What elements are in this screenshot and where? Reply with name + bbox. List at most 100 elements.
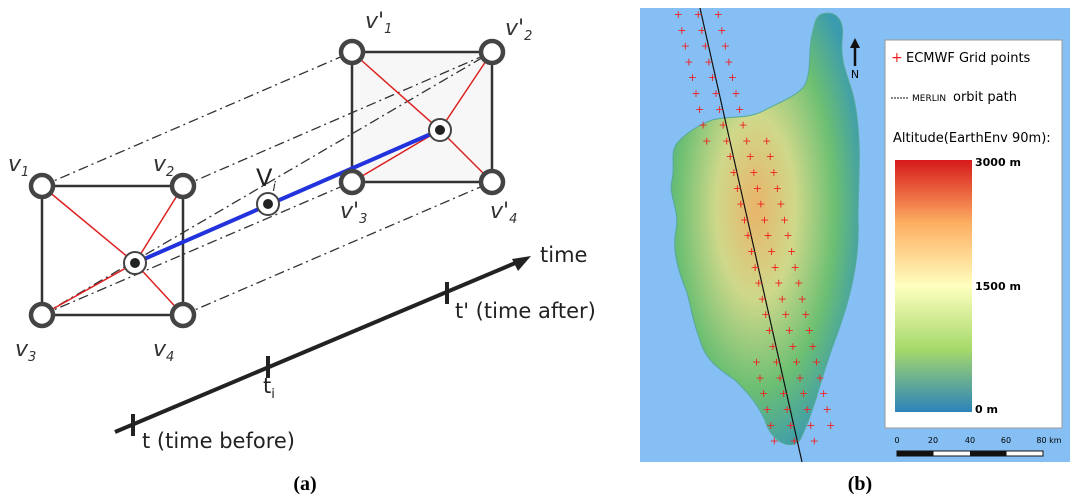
grid-point: + xyxy=(735,103,744,116)
grid-point: + xyxy=(754,277,763,290)
grid-point: + xyxy=(674,8,683,21)
grid-point: + xyxy=(787,245,796,258)
time-labels: time t' (time after) ti t (time before) xyxy=(142,243,596,453)
grid-point: + xyxy=(805,324,814,337)
grid-point: + xyxy=(766,150,775,163)
v1: v1 xyxy=(8,152,29,180)
grid-point: + xyxy=(729,166,738,179)
grid-point: + xyxy=(740,213,749,226)
legend-orbit-marker: MERLIN xyxy=(912,94,946,104)
north-label: N xyxy=(851,68,859,81)
grid-point: + xyxy=(790,435,799,448)
v2-prime: v'2 xyxy=(505,16,532,44)
v2: v2 xyxy=(153,152,174,180)
legend-grid-marker: + xyxy=(891,50,903,66)
grid-point: + xyxy=(688,71,697,84)
v4: v4 xyxy=(153,337,174,365)
grid-point: + xyxy=(798,292,807,305)
grid-point: + xyxy=(755,371,764,384)
ti-label: ti xyxy=(263,374,275,402)
grid-point: + xyxy=(715,103,724,116)
vi-label: Vi xyxy=(256,164,276,195)
grid-point: + xyxy=(801,308,810,321)
grid-point: + xyxy=(724,55,733,68)
grid-point: + xyxy=(765,324,774,337)
grid-point: + xyxy=(812,356,821,369)
colorbar-label: 0 m xyxy=(975,403,998,416)
time-arrow xyxy=(512,256,531,271)
grid-point: + xyxy=(739,119,748,132)
grid-point: + xyxy=(699,119,708,132)
grid-point: + xyxy=(778,292,787,305)
panel-a-caption: (a) xyxy=(293,473,316,495)
scale-bar xyxy=(897,451,1043,456)
grid-point: + xyxy=(783,403,792,416)
grid-point: + xyxy=(783,229,792,242)
colorbar-label: 3000 m xyxy=(975,156,1021,169)
legend-altitude-title: Altitude(EarthEnv 90m): xyxy=(893,131,1051,146)
colorbar xyxy=(895,160,972,412)
grid-point: + xyxy=(708,71,717,84)
grid-point: + xyxy=(684,55,693,68)
grid-point: + xyxy=(815,371,824,384)
scale-label: 60 xyxy=(1001,436,1011,445)
scale-label: 40 xyxy=(965,436,975,445)
grid-point: + xyxy=(763,403,772,416)
grid-point: + xyxy=(760,213,769,226)
grid-point: + xyxy=(736,198,745,211)
v4-prime: v'4 xyxy=(490,199,517,227)
grid-point: + xyxy=(823,403,832,416)
v3-prime: v'3 xyxy=(340,199,367,227)
scale-label: 0 xyxy=(894,436,899,445)
grid-point: + xyxy=(808,340,817,353)
grid-point: + xyxy=(749,166,758,179)
grid-point: + xyxy=(761,308,770,321)
grid-point: + xyxy=(799,387,808,400)
grid-point: + xyxy=(704,55,713,68)
grid-point: + xyxy=(726,150,735,163)
grid-point: + xyxy=(733,182,742,195)
grid-point: + xyxy=(794,277,803,290)
grid-point: + xyxy=(781,308,790,321)
grid-point: + xyxy=(803,403,812,416)
grid-point: + xyxy=(756,198,765,211)
panel-b-caption: (b) xyxy=(848,473,872,495)
grid-point: + xyxy=(780,213,789,226)
grid-point: + xyxy=(772,356,781,369)
v1-prime: v'1 xyxy=(365,9,392,37)
grid-point: + xyxy=(752,356,761,369)
grid-point: + xyxy=(791,261,800,274)
scale-label: 80 km xyxy=(1036,436,1061,445)
grid-point: + xyxy=(774,277,783,290)
time-axis xyxy=(115,261,520,432)
legend-grid-text: ECMWF Grid points xyxy=(906,51,1031,66)
scale-label: 20 xyxy=(928,436,938,445)
grid-point: + xyxy=(722,134,731,147)
grid-point: + xyxy=(731,87,740,100)
grid-point: + xyxy=(768,340,777,353)
grid-point: + xyxy=(747,245,756,258)
grid-point: + xyxy=(773,182,782,195)
grid-point: + xyxy=(702,134,711,147)
v3: v3 xyxy=(15,337,36,365)
figure: v1 v2 v3 v4 v'1 v'2 v'3 v'4 Vi time t' (… xyxy=(0,0,1083,499)
t-before-label: t (time before) xyxy=(142,429,295,453)
grid-point: + xyxy=(810,435,819,448)
grid-point: + xyxy=(701,40,710,53)
grid-point: + xyxy=(771,261,780,274)
grid-point: + xyxy=(785,324,794,337)
grid-point: + xyxy=(742,134,751,147)
grid-point: + xyxy=(753,182,762,195)
grid-point: + xyxy=(788,340,797,353)
grid-point: + xyxy=(695,103,704,116)
grid-point: + xyxy=(767,245,776,258)
grid-point: + xyxy=(786,419,795,432)
grid-point: + xyxy=(697,24,706,37)
grid-point: + xyxy=(776,198,785,211)
grid-point: + xyxy=(694,8,703,21)
grid-point: + xyxy=(743,229,752,242)
grid-point: + xyxy=(717,24,726,37)
grid-point: + xyxy=(762,134,771,147)
grid-point: + xyxy=(769,166,778,179)
grid-point: + xyxy=(719,119,728,132)
